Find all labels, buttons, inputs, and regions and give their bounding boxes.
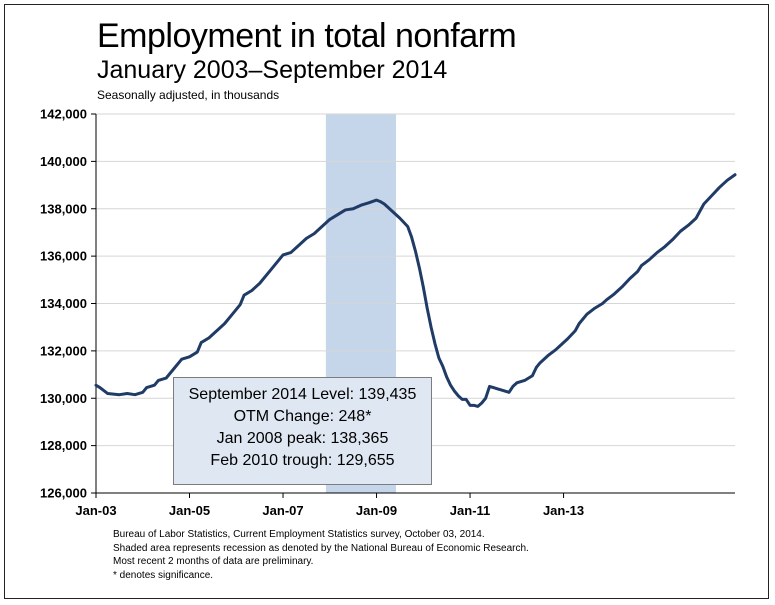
y-tick-label: 130,000 <box>40 391 87 406</box>
y-tick-label: 128,000 <box>40 438 87 453</box>
x-tick-label: Jan-07 <box>262 503 303 518</box>
series-layer <box>94 173 737 408</box>
chart-title: Employment in total nonfarm <box>97 17 517 55</box>
axes <box>91 113 735 498</box>
y-tick-labels: 126,000 128,000 130,000 132,000 134,000 136,0… <box>40 107 87 501</box>
footnote-shading: Shaded area represents recession as deno… <box>113 542 529 554</box>
footnote-significance: * denotes significance. <box>113 569 214 581</box>
x-tick-label: Jan-05 <box>169 503 210 518</box>
x-tick-labels: Jan-03 Jan-05 Jan-07 Jan-09 Jan-11 Jan-13 <box>75 503 584 518</box>
y-tick-label: 142,000 <box>40 107 87 122</box>
y-tick-label: 134,000 <box>40 296 87 311</box>
y-tick-label: 136,000 <box>40 249 87 264</box>
annotation-otm-change: OTM Change: 248* <box>233 408 372 425</box>
chart-subtitle: January 2003–September 2014 <box>97 56 448 84</box>
chart-frame <box>4 4 769 599</box>
x-tick-label: Jan-11 <box>450 503 490 518</box>
annotation-level: September 2014 Level: 139,435 <box>188 386 417 403</box>
footnotes: Bureau of Labor Statistics, Current Empl… <box>113 528 529 582</box>
series-line-0 <box>94 173 737 408</box>
x-tick-label: Jan-09 <box>356 503 397 518</box>
footnote-preliminary: Most recent 2 months of data are prelimi… <box>113 556 314 567</box>
annotation-trough: Feb 2010 trough: 129,655 <box>210 452 395 469</box>
y-tick-label: 138,000 <box>40 201 87 216</box>
y-tick-label: 132,000 <box>40 343 87 358</box>
x-tick-label: Jan-03 <box>75 503 116 518</box>
units-label: Seasonally adjusted, in thousands <box>97 88 280 102</box>
x-tick-label: Jan-13 <box>543 503 584 518</box>
y-tick-label: 140,000 <box>40 154 87 169</box>
annotation-peak: Jan 2008 peak: 138,365 <box>216 430 389 447</box>
annotation-box: September 2014 Level: 139,435 OTM Change… <box>173 377 432 485</box>
y-tick-label: 126,000 <box>40 486 87 501</box>
footnote-source: Bureau of Labor Statistics, Current Empl… <box>113 529 485 540</box>
